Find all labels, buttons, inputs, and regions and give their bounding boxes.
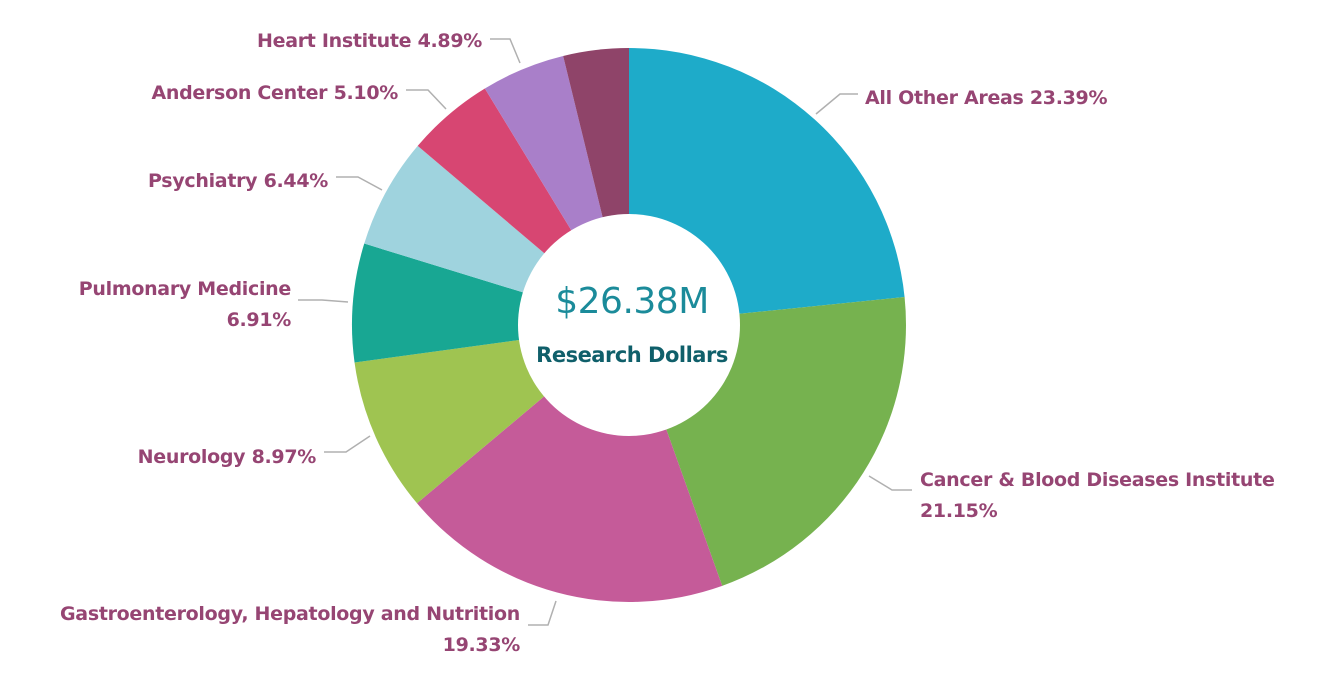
slice-label-anderson-center: Anderson Center 5.10% — [151, 82, 398, 104]
center-caption: Research Dollars — [536, 343, 728, 367]
leader-line-psychiatry — [336, 176, 383, 191]
slice-label-line: Pulmonary Medicine — [79, 278, 291, 300]
leader-line-anderson-center — [406, 89, 447, 110]
slice-label-heart-institute: Heart Institute 4.89% — [257, 30, 482, 52]
leader-line-gastroenterology-hepatology-and-nutrition — [528, 600, 557, 626]
slice-label-line: All Other Areas 23.39% — [865, 87, 1107, 109]
leader-lines-layer — [298, 38, 912, 626]
donut-center-hole — [518, 214, 740, 436]
slice-label-neurology: Neurology 8.97% — [138, 446, 317, 468]
leader-line-cancer-blood-diseases-institute — [868, 475, 912, 491]
slice-label-line: 6.91% — [227, 309, 292, 331]
leader-line-all-other-areas — [815, 93, 858, 115]
slice-label-line: Anderson Center 5.10% — [151, 82, 398, 104]
slice-label-line: Heart Institute 4.89% — [257, 30, 482, 52]
slice-label-line: Cancer & Blood Diseases Institute — [920, 469, 1275, 491]
slice-label-pulmonary-medicine: Pulmonary Medicine 6.91% — [79, 278, 291, 331]
slice-label-line: 21.15% — [920, 500, 998, 522]
leader-line-heart-institute — [490, 38, 521, 64]
center-total-value: $26.38M — [555, 281, 709, 322]
slice-label-line: Psychiatry 6.44% — [148, 170, 328, 192]
slice-label-line: Gastroenterology, Hepatology and Nutriti… — [60, 603, 520, 625]
slice-label-line: Neurology 8.97% — [138, 446, 317, 468]
slice-label-all-other-areas: All Other Areas 23.39% — [865, 87, 1107, 109]
slice-label-line: 19.33% — [443, 634, 521, 656]
slice-label-cancer-blood-diseases-institute: Cancer & Blood Diseases Institute 21.15% — [920, 469, 1275, 522]
slice-label-psychiatry: Psychiatry 6.44% — [148, 170, 328, 192]
leader-line-pulmonary-medicine — [298, 299, 349, 303]
slice-label-gastroenterology-hepatology-and-nutrition: Gastroenterology, Hepatology and Nutriti… — [60, 603, 520, 656]
labels-layer: All Other Areas 23.39% Cancer & Blood Dis… — [60, 30, 1275, 656]
leader-line-neurology — [324, 435, 371, 453]
